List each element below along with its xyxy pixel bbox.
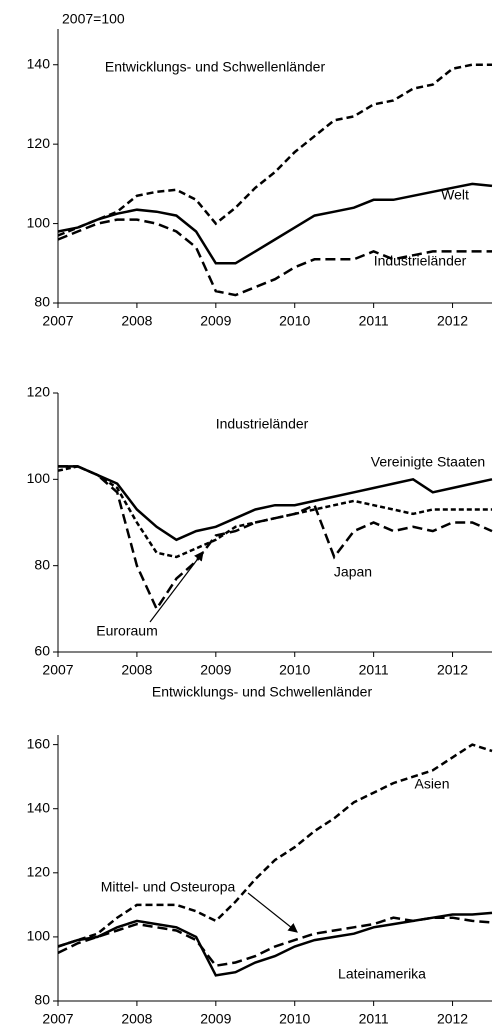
x-tick-label: 2009 <box>200 313 231 329</box>
x-tick-label: 2009 <box>200 662 231 678</box>
series-line <box>57 465 492 559</box>
y-tick-label: 100 <box>27 214 51 230</box>
x-tick-label: 2011 <box>359 313 389 329</box>
x-tick-label: 2012 <box>437 662 468 678</box>
series-line <box>58 465 493 612</box>
series-label: Euroraum <box>96 623 157 639</box>
x-tick-label: 2010 <box>279 313 310 329</box>
series-line <box>57 911 493 977</box>
series-line <box>57 63 492 237</box>
y-tick-label: 80 <box>34 556 50 572</box>
x-tick-label: 2010 <box>279 1011 310 1027</box>
annotation-arrow <box>247 892 298 933</box>
x-tick-label: 2011 <box>359 662 389 678</box>
x-tick-label: 2010 <box>279 662 310 678</box>
y-tick-label: 120 <box>27 864 51 880</box>
x-tick-label: 2012 <box>437 1011 468 1027</box>
x-tick-label: 2012 <box>437 313 468 329</box>
series-label: Industrieländer <box>374 253 467 269</box>
series-line <box>57 182 493 265</box>
x-tick-label: 2011 <box>359 1011 389 1027</box>
series-label: Japan <box>334 564 372 580</box>
x-tick-label: 2008 <box>121 313 152 329</box>
x-tick-label: 2007 <box>42 1011 73 1027</box>
series-label: Lateinamerika <box>338 966 426 982</box>
y-tick-label: 80 <box>34 294 50 310</box>
series-label: Entwicklungs- und Schwellenländer <box>105 59 326 75</box>
y-tick-label: 60 <box>34 643 50 659</box>
series-label: Mittel- und Osteuropa <box>101 879 236 895</box>
y-tick-label: 140 <box>27 55 51 71</box>
x-tick-label: 2007 <box>42 662 73 678</box>
series-label: Asien <box>414 776 449 792</box>
x-tick-label: 2008 <box>121 662 152 678</box>
y-axis-label: 2007=100 <box>62 11 125 27</box>
chart-title: Entwicklungs- und Schwellenländer <box>152 684 373 700</box>
y-tick-label: 120 <box>27 135 51 151</box>
y-tick-label: 100 <box>27 470 51 486</box>
y-tick-label: 120 <box>27 384 51 400</box>
y-tick-label: 80 <box>34 992 50 1008</box>
y-tick-label: 160 <box>27 735 51 751</box>
series-label: Vereinigte Staaten <box>371 454 485 470</box>
chart-title: Industrieländer <box>216 416 309 432</box>
y-tick-label: 100 <box>27 928 51 944</box>
series-line <box>57 743 493 948</box>
x-tick-label: 2008 <box>121 1011 152 1027</box>
series-line <box>57 916 493 968</box>
x-tick-label: 2007 <box>42 313 73 329</box>
annotation-arrow <box>149 551 204 623</box>
series-label: Welt <box>441 187 469 203</box>
x-tick-label: 2009 <box>200 1011 231 1027</box>
series-line <box>57 218 492 297</box>
series-line <box>58 465 493 542</box>
y-tick-label: 140 <box>27 799 51 815</box>
